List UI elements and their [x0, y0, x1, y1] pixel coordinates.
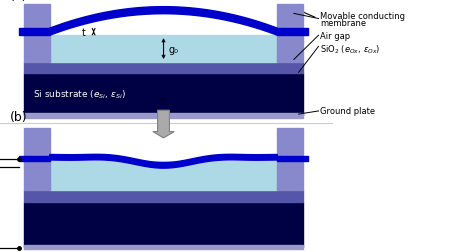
Bar [303, 29, 308, 36]
Bar [50, 162, 277, 190]
Polygon shape [50, 8, 277, 36]
Text: P: P [160, 97, 167, 107]
Text: Si substrate ($e_{Si}$, $\varepsilon_{Si}$): Si substrate ($e_{Si}$, $\varepsilon_{Si… [33, 89, 126, 101]
Text: g₀: g₀ [168, 44, 178, 54]
Text: Air gap: Air gap [320, 32, 350, 41]
Bar [19, 29, 24, 36]
Text: Movable conducting: Movable conducting [320, 12, 405, 21]
Bar [24, 190, 303, 202]
Polygon shape [50, 155, 277, 169]
Bar [24, 202, 303, 247]
Bar [24, 129, 50, 190]
Bar [277, 156, 303, 162]
Text: Ground plate: Ground plate [320, 107, 375, 116]
Bar [277, 129, 303, 190]
Text: SiO$_2$ ($e_{Ox}$, $\varepsilon_{Ox}$): SiO$_2$ ($e_{Ox}$, $\varepsilon_{Ox}$) [320, 43, 381, 56]
Bar [277, 29, 303, 36]
Text: t: t [82, 27, 86, 38]
Bar [24, 156, 50, 162]
Bar [24, 5, 50, 63]
Text: membrane: membrane [320, 19, 366, 28]
Bar [24, 245, 303, 249]
Text: (a): (a) [9, 0, 27, 3]
Bar [24, 74, 303, 116]
Bar [24, 63, 303, 74]
Bar [24, 114, 303, 118]
Bar [303, 156, 308, 162]
Bar [24, 29, 50, 36]
Text: (b): (b) [9, 111, 27, 124]
Bar [19, 156, 24, 162]
Bar [277, 5, 303, 63]
Bar [50, 36, 277, 63]
FancyArrow shape [153, 111, 174, 138]
